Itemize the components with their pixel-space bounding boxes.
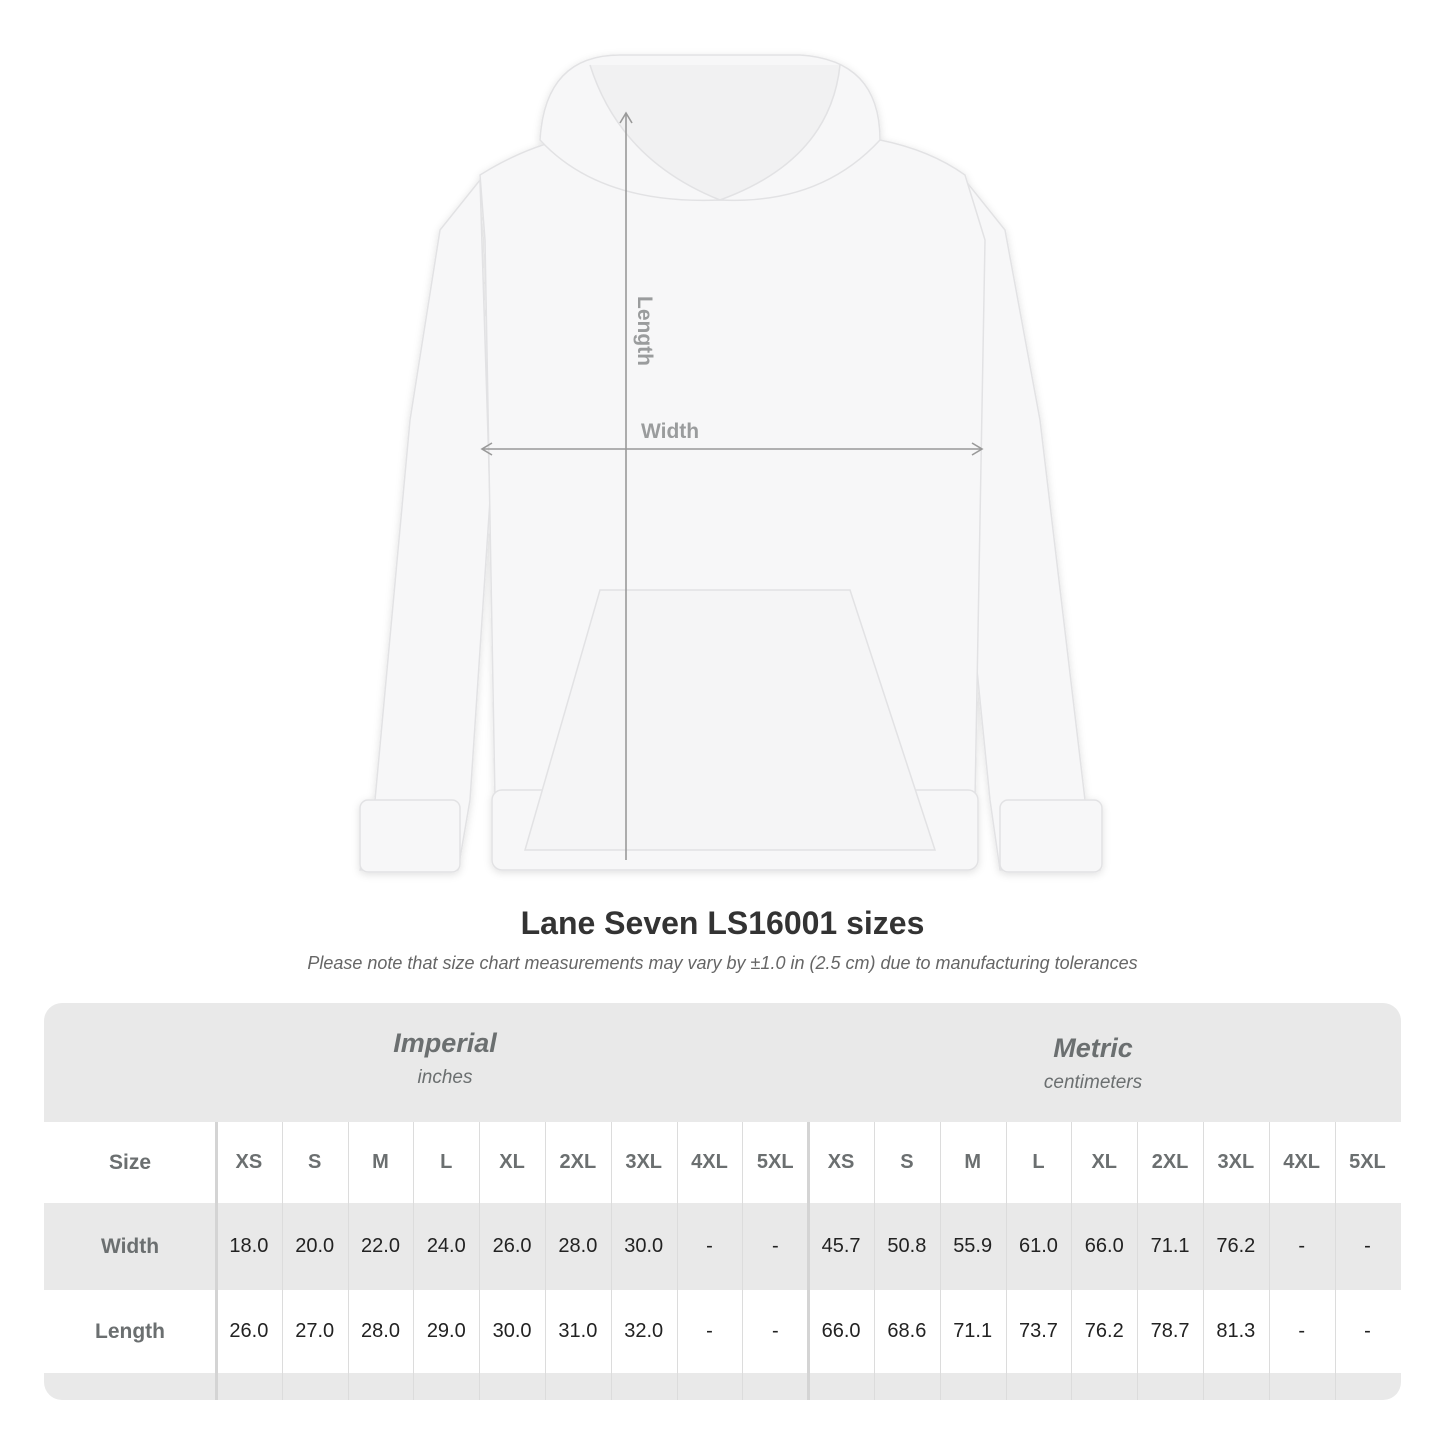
size-header-cell: 3XL: [625, 1151, 663, 1173]
metric-unit: centimeters: [1043, 1072, 1143, 1093]
column-divider: [1005, 1122, 1007, 1400]
metric-value-cell: 66.0: [821, 1320, 861, 1342]
metric-header: Metric centimeters: [893, 1033, 1293, 1094]
size-header-cell: 4XL: [1283, 1151, 1320, 1173]
column-divider: [479, 1122, 481, 1400]
tolerance-note: Please note that size chart measurements…: [307, 953, 1138, 973]
column-divider: [1071, 1122, 1073, 1400]
size-header-cell: 2XL: [559, 1151, 597, 1173]
metric-title: Metric: [1053, 1033, 1133, 1063]
size-header-cell: 4XL: [691, 1151, 728, 1173]
imperial-title: Imperial: [393, 1028, 497, 1058]
imperial-value-cell: -: [771, 1320, 779, 1342]
metric-value-cell: -: [1298, 1235, 1305, 1257]
column-divider: [1203, 1122, 1204, 1400]
size-label: Size: [108, 1150, 152, 1174]
imperial-value-cell: 24.0: [426, 1235, 466, 1257]
metric-value-cell: 76.2: [1216, 1235, 1256, 1257]
column-divider: [545, 1122, 546, 1400]
metric-value-cell: 61.0: [1018, 1235, 1058, 1257]
imperial-value-cell: -: [706, 1320, 713, 1342]
metric-value-cell: 78.7: [1150, 1320, 1190, 1342]
column-divider: [939, 1122, 941, 1400]
size-header-cell: L: [440, 1151, 453, 1173]
column-divider: [874, 1122, 875, 1400]
size-header-cell: 5XL: [756, 1151, 794, 1173]
column-divider: [610, 1122, 612, 1400]
row-label: Length: [95, 1319, 165, 1343]
imperial-value-cell: 26.0: [229, 1320, 269, 1342]
size-header-cell: 5XL: [1349, 1151, 1386, 1173]
size-header-cell: S: [308, 1151, 322, 1173]
imperial-unit: inches: [417, 1067, 473, 1088]
size-header-cell: M: [372, 1151, 389, 1173]
hoodie-diagram: Length Width: [359, 54, 1103, 873]
imperial-value-cell: 29.0: [426, 1320, 466, 1342]
metric-value-cell: -: [1364, 1235, 1371, 1257]
imperial-value-cell: 22.0: [361, 1235, 400, 1257]
imperial-value-cell: 26.0: [492, 1235, 532, 1257]
metric-value-cell: -: [1298, 1320, 1305, 1342]
metric-value-cell: -: [1364, 1320, 1371, 1342]
imperial-value-cell: 18.0: [229, 1235, 269, 1257]
width-label: Width: [641, 420, 699, 443]
column-divider: [1137, 1122, 1139, 1400]
page-title: Lane Seven LS16001 sizes: [520, 905, 925, 941]
column-divider: [413, 1122, 415, 1400]
size-table: Imperial inches Metric centimeters Size …: [44, 1003, 1401, 1400]
size-header-cell: XL: [499, 1151, 525, 1173]
row-band: [44, 1373, 1401, 1400]
column-divider: [742, 1122, 744, 1400]
metric-value-cell: 45.7: [821, 1235, 861, 1257]
metric-value-cell: 71.1: [1150, 1235, 1190, 1257]
metric-value-cell: 68.6: [887, 1320, 927, 1342]
hoodie-image: [359, 54, 1103, 873]
size-header-row: Size XS S M L XL 2XL 3XL 4XL 5XL XS S M L XL 2XL 3XL 4XL…: [44, 1122, 1401, 1203]
size-header-cell: 2XL: [1151, 1151, 1189, 1173]
metric-value-cell: 55.9: [953, 1235, 993, 1257]
row-label: Width: [100, 1234, 160, 1258]
column-divider: [1268, 1122, 1270, 1400]
column-divider: [807, 1122, 811, 1400]
table-header-band: [44, 1003, 1401, 1122]
length-label: Length: [633, 296, 656, 366]
width-arrow: [480, 442, 984, 456]
size-header-cell: L: [1032, 1151, 1045, 1173]
row-band: [44, 1203, 1401, 1290]
imperial-value-cell: 30.0: [624, 1235, 664, 1257]
imperial-value-cell: 20.0: [295, 1235, 335, 1257]
imperial-value-cell: 32.0: [624, 1320, 664, 1342]
table-row-length: Length 26.0 27.0 28.0 29.0 30.0 31.0 32.0 - - 66.…: [44, 1290, 1401, 1373]
size-header-cell: 3XL: [1217, 1151, 1255, 1173]
imperial-value-cell: -: [771, 1235, 779, 1257]
metric-value-cell: 71.1: [953, 1320, 993, 1342]
size-header-cell: XS: [827, 1151, 855, 1173]
metric-value-cell: 81.3: [1216, 1320, 1256, 1342]
table-row-width: Width 18.0 20.0 22.0 24.0 26.0 28.0 30.0 - - 45.7…: [44, 1203, 1401, 1290]
metric-value-cell: 66.0: [1084, 1235, 1124, 1257]
size-header-cell: M: [964, 1151, 981, 1173]
size-header-cell: XS: [235, 1151, 263, 1173]
column-divider: [347, 1122, 349, 1400]
imperial-value-cell: 28.0: [361, 1320, 400, 1342]
size-header-cell: XL: [1091, 1151, 1118, 1173]
metric-value-cell: 76.2: [1084, 1320, 1124, 1342]
imperial-value-cell: -: [706, 1235, 713, 1257]
length-arrow: [619, 111, 633, 860]
column-divider: [676, 1122, 678, 1400]
metric-value-cell: 50.8: [887, 1235, 927, 1257]
imperial-value-cell: 30.0: [492, 1320, 532, 1342]
imperial-value-cell: 27.0: [295, 1320, 335, 1342]
column-divider: [281, 1122, 283, 1400]
imperial-value-cell: 31.0: [558, 1320, 598, 1342]
size-header-cell: S: [900, 1151, 914, 1173]
column-divider: [1334, 1122, 1336, 1400]
metric-value-cell: 73.7: [1018, 1320, 1058, 1342]
column-divider: [215, 1122, 218, 1400]
imperial-header: Imperial inches: [245, 1028, 645, 1089]
imperial-value-cell: 28.0: [558, 1235, 598, 1257]
